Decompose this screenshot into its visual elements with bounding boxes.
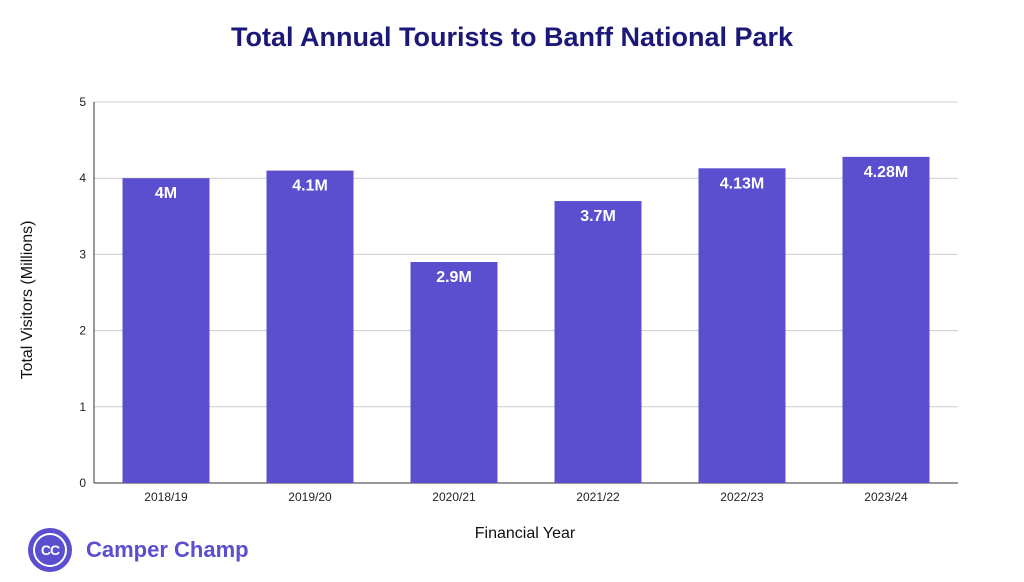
bar [842,156,930,483]
bar [698,168,786,483]
data-label: 4.28M [864,164,908,181]
data-label: 2.9M [436,269,472,286]
bar [266,170,354,483]
x-tick-label: 2020/21 [432,490,476,504]
y-tick-label: 0 [79,476,86,490]
x-tick-label: 2018/19 [144,490,188,504]
x-tick-label: 2022/23 [720,490,764,504]
x-tick-label: 2021/22 [576,490,620,504]
data-label: 4.1M [292,178,328,195]
data-label: 4M [155,185,177,202]
y-axis-label: Total Visitors (Millions) [19,220,36,380]
brand-name: Camper Champ [86,537,249,562]
brand-logo: CC Camper Champ [28,528,249,572]
data-label: 3.7M [580,208,616,225]
y-tick-label: 2 [79,324,86,338]
camper-champ-logo-icon: CC [28,528,72,572]
y-tick-label: 1 [79,400,86,414]
logo-monogram: CC [33,533,67,567]
x-tick-label: 2019/20 [288,490,332,504]
chart-title: Total Annual Tourists to Banff National … [230,22,794,52]
bar [554,201,642,483]
y-tick-label: 3 [79,247,86,261]
bar [122,178,210,483]
x-axis-label: Financial Year [474,525,576,542]
y-tick-label: 4 [79,171,86,185]
bar [410,262,498,483]
y-tick-label: 5 [79,95,86,109]
x-tick-label: 2023/24 [864,490,908,504]
data-label: 4.13M [720,175,764,192]
